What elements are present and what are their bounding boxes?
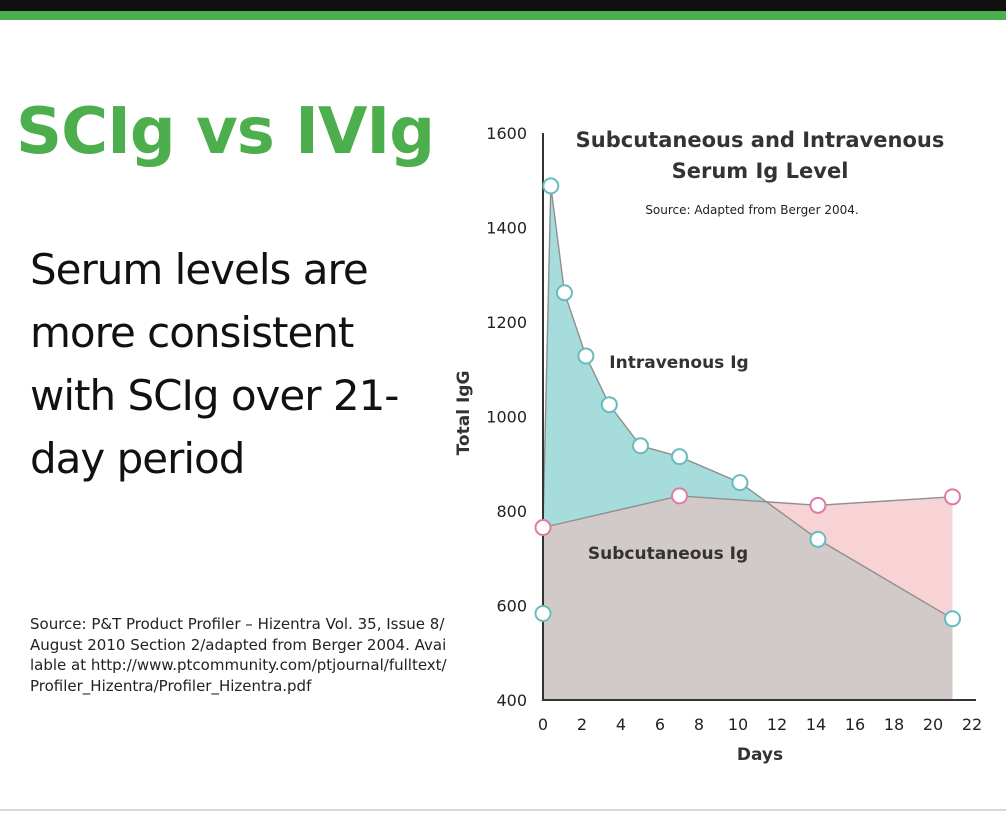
iv-data-point: [632, 437, 649, 455]
iv-data-point: [577, 347, 595, 365]
top-bar-green: [0, 11, 1006, 20]
x-tick-label: 18: [884, 715, 904, 734]
y-tick-label: 800: [496, 502, 527, 521]
iv-data-point: [944, 610, 961, 628]
x-tick-label: 8: [694, 715, 704, 734]
x-tick-label: 2: [577, 715, 587, 734]
x-tick-label: 14: [806, 715, 826, 734]
x-tick-label: 16: [845, 715, 865, 734]
chart-title-line-1: Subcutaneous and Intravenous: [576, 128, 945, 152]
chart-markers: [534, 177, 961, 628]
sc-above-area: [766, 496, 953, 619]
chart-source: Source: Adapted from Berger 2004.: [645, 203, 858, 217]
base-area: [543, 495, 953, 700]
source-citation: Source: P&T Product Profiler – Hizentra …: [30, 615, 447, 695]
sc-data-point: [534, 519, 552, 537]
y-axis-title: Total IgG: [454, 371, 474, 456]
iv-data-point: [600, 396, 618, 414]
x-axis-title: Days: [737, 745, 783, 765]
x-tick-label: 22: [962, 715, 982, 734]
slide-title: SCIg vs IVIg: [16, 95, 435, 169]
iv-data-point: [731, 474, 749, 492]
iv-above-area: [543, 185, 767, 528]
sc-data-point: [671, 487, 688, 505]
iv-data-point: [555, 284, 573, 302]
sc-data-point: [944, 488, 961, 506]
x-tick-label: 12: [767, 715, 787, 734]
x-tick-label: 0: [538, 715, 548, 734]
sc-series-line: [542, 495, 953, 529]
series-label-subcutaneous: Subcutaneous Ig: [588, 544, 748, 564]
top-bar-black: [0, 0, 1006, 11]
y-tick-label: 400: [496, 691, 527, 710]
y-tick-label: 1000: [486, 408, 527, 427]
x-tick-label: 4: [616, 715, 626, 734]
y-tick-label: 1600: [486, 124, 527, 143]
series-label-intravenous: Intravenous Ig: [609, 353, 748, 373]
chart-areas: [543, 185, 953, 700]
x-tick-label: 10: [728, 715, 748, 734]
x-tick-label: 6: [655, 715, 665, 734]
slide-subtitle: Serum levels are more consistent with SC…: [30, 245, 399, 483]
iv-data-point: [671, 448, 688, 466]
iv-data-point: [542, 177, 560, 195]
y-tick-label: 600: [496, 597, 527, 616]
iv-data-point: [809, 530, 827, 548]
sc-data-point: [809, 496, 827, 514]
y-tick-label: 1200: [486, 313, 527, 332]
bottom-divider: [0, 809, 1006, 811]
iv-data-point: [534, 605, 552, 623]
chart-labels: Subcutaneous and Intravenous Serum Ig Le…: [454, 128, 944, 765]
iv-series-line: [542, 185, 953, 620]
y-tick-label: 1400: [486, 219, 527, 238]
x-tick-label: 20: [923, 715, 943, 734]
chart-axes: 400 600 800 1000 1200 1400 1600 0 2 4 6 8 10 12 14 16 18…: [486, 124, 982, 734]
chart-title-line-2: Serum Ig Level: [672, 159, 849, 183]
